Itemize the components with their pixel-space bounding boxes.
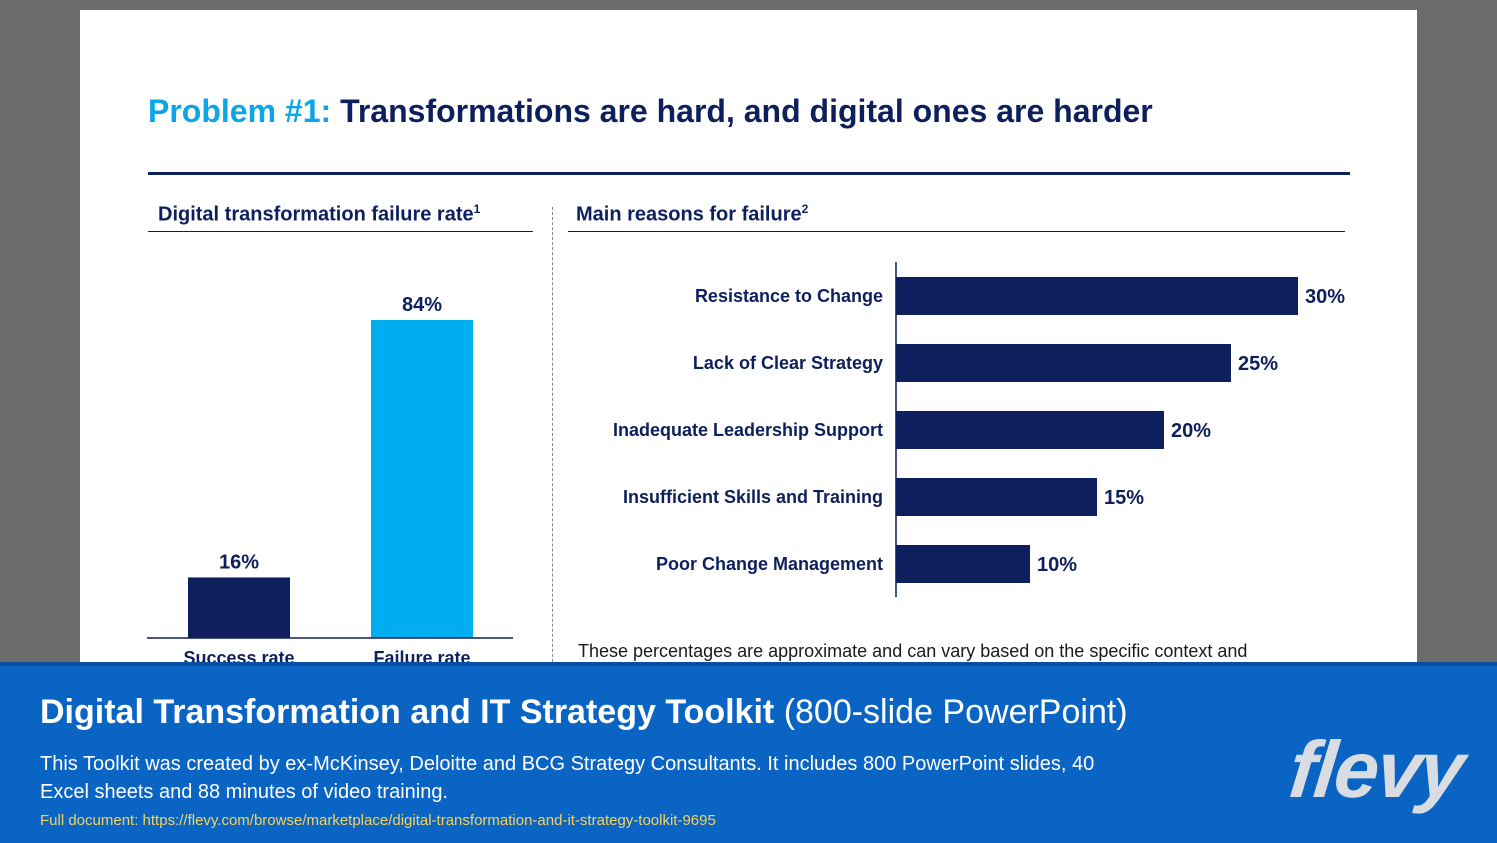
value-label-success-rate: 16% (219, 551, 259, 573)
bar-inadequate-leadership-support (896, 411, 1164, 449)
title-prefix: Problem #1: (148, 93, 332, 129)
bar-insufficient-skills-and-training (896, 478, 1097, 516)
value-label-insufficient-skills-and-training: 15% (1104, 487, 1144, 509)
left-chart-rule (148, 231, 533, 232)
right-chart-title-text: Main reasons for failure (576, 203, 802, 226)
banner-description: This Toolkit was created by ex-McKinsey,… (40, 753, 1095, 803)
left-chart-title-text: Digital transformation failure rate (158, 203, 474, 226)
slide: Problem #1: Transformations are hard, an… (80, 10, 1417, 670)
document-link[interactable]: Full document: https://flevy.com/browse/… (40, 812, 716, 829)
left-chart-footnote: 1 (473, 202, 481, 216)
category-label-resistance-to-change: Resistance to Change (695, 286, 883, 306)
value-label-lack-of-clear-strategy: 25% (1238, 353, 1278, 375)
bar-resistance-to-change (896, 277, 1298, 315)
right-chart-title: Main reasons for failure2 (576, 202, 808, 227)
value-label-inadequate-leadership-support: 20% (1171, 420, 1211, 442)
value-label-failure-rate: 84% (402, 294, 442, 316)
flevy-logo: flevy (1285, 725, 1468, 814)
title-main: Transformations are hard, and digital on… (340, 93, 1153, 129)
category-label-poor-change-management: Poor Change Management (656, 554, 883, 574)
value-label-resistance-to-change: 30% (1305, 286, 1345, 308)
right-chart-rule (568, 231, 1345, 232)
category-label-insufficient-skills-and-training: Insufficient Skills and Training (623, 487, 883, 507)
right-chart-footnote: 2 (801, 202, 809, 216)
promo-banner: Digital Transformation and IT Strategy T… (0, 662, 1497, 843)
title-rule (148, 172, 1350, 175)
chart-divider (552, 207, 553, 670)
category-label-lack-of-clear-strategy: Lack of Clear Strategy (693, 353, 883, 373)
bar-poor-change-management (896, 545, 1030, 583)
banner-title: Digital Transformation and IT Strategy T… (40, 693, 1128, 732)
bar-success-rate (188, 577, 290, 638)
category-label-inadequate-leadership-support: Inadequate Leadership Support (613, 420, 883, 440)
banner-title-sub: (800-slide PowerPoint) (783, 693, 1128, 731)
slide-title: Problem #1: Transformations are hard, an… (148, 93, 1153, 130)
value-label-poor-change-management: 10% (1037, 554, 1077, 576)
footnote-text: These percentages are approximate and ca… (578, 641, 1248, 661)
banner-title-main: Digital Transformation and IT Strategy T… (40, 693, 775, 731)
bar-failure-rate (371, 320, 473, 638)
bar-lack-of-clear-strategy (896, 344, 1231, 382)
left-chart-title: Digital transformation failure rate1 (158, 202, 480, 227)
